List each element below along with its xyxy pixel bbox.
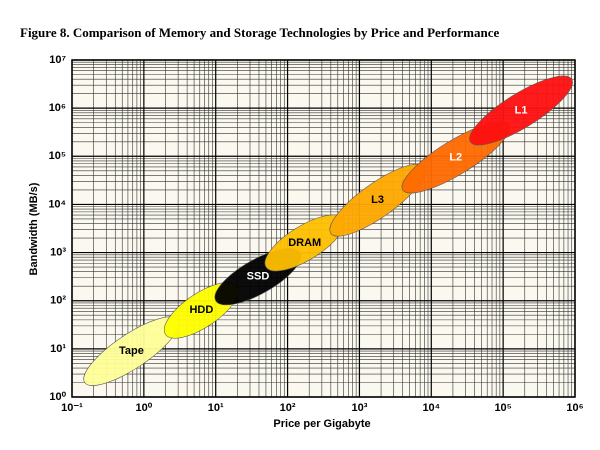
- y-tick-label: 10⁵: [49, 150, 66, 162]
- y-tick-label: 10²: [50, 295, 66, 307]
- x-axis-label: Price per Gigabyte: [273, 418, 370, 430]
- y-tick-label: 10¹: [50, 343, 66, 355]
- x-tick-label: 10⁻¹: [61, 402, 83, 414]
- ellipse-label: HDD: [189, 304, 213, 316]
- x-tick-label: 10¹: [208, 402, 224, 414]
- x-tick-label: 10²: [280, 402, 296, 414]
- ellipse-label: L1: [515, 104, 528, 116]
- y-tick-label: 10³: [50, 246, 66, 258]
- ellipse-label: L3: [371, 194, 384, 206]
- plot-frame: [71, 59, 576, 398]
- y-tick-label: 10⁰: [49, 391, 66, 403]
- x-tick-label: 10⁴: [422, 402, 440, 414]
- x-tick-label: 10⁶: [566, 402, 583, 414]
- x-tick-label: 10⁵: [494, 402, 511, 414]
- x-tick-label: 10⁰: [136, 402, 153, 414]
- ellipse-label: DRAM: [288, 237, 321, 249]
- ellipse-label: L2: [449, 151, 462, 163]
- ellipse-label: SSD: [247, 271, 270, 283]
- x-tick-label: 10³: [351, 402, 367, 414]
- chart-title: Figure 8. Comparison of Memory and Stora…: [20, 25, 499, 40]
- y-axis-label: Bandwidth (MB/s): [28, 182, 40, 275]
- y-tick-label: 10⁶: [49, 102, 66, 114]
- y-tick-label: 10⁴: [48, 198, 66, 210]
- range-ellipse: [469, 75, 573, 146]
- y-tick-label: 10⁷: [49, 54, 66, 66]
- ellipse-label: Tape: [119, 345, 144, 357]
